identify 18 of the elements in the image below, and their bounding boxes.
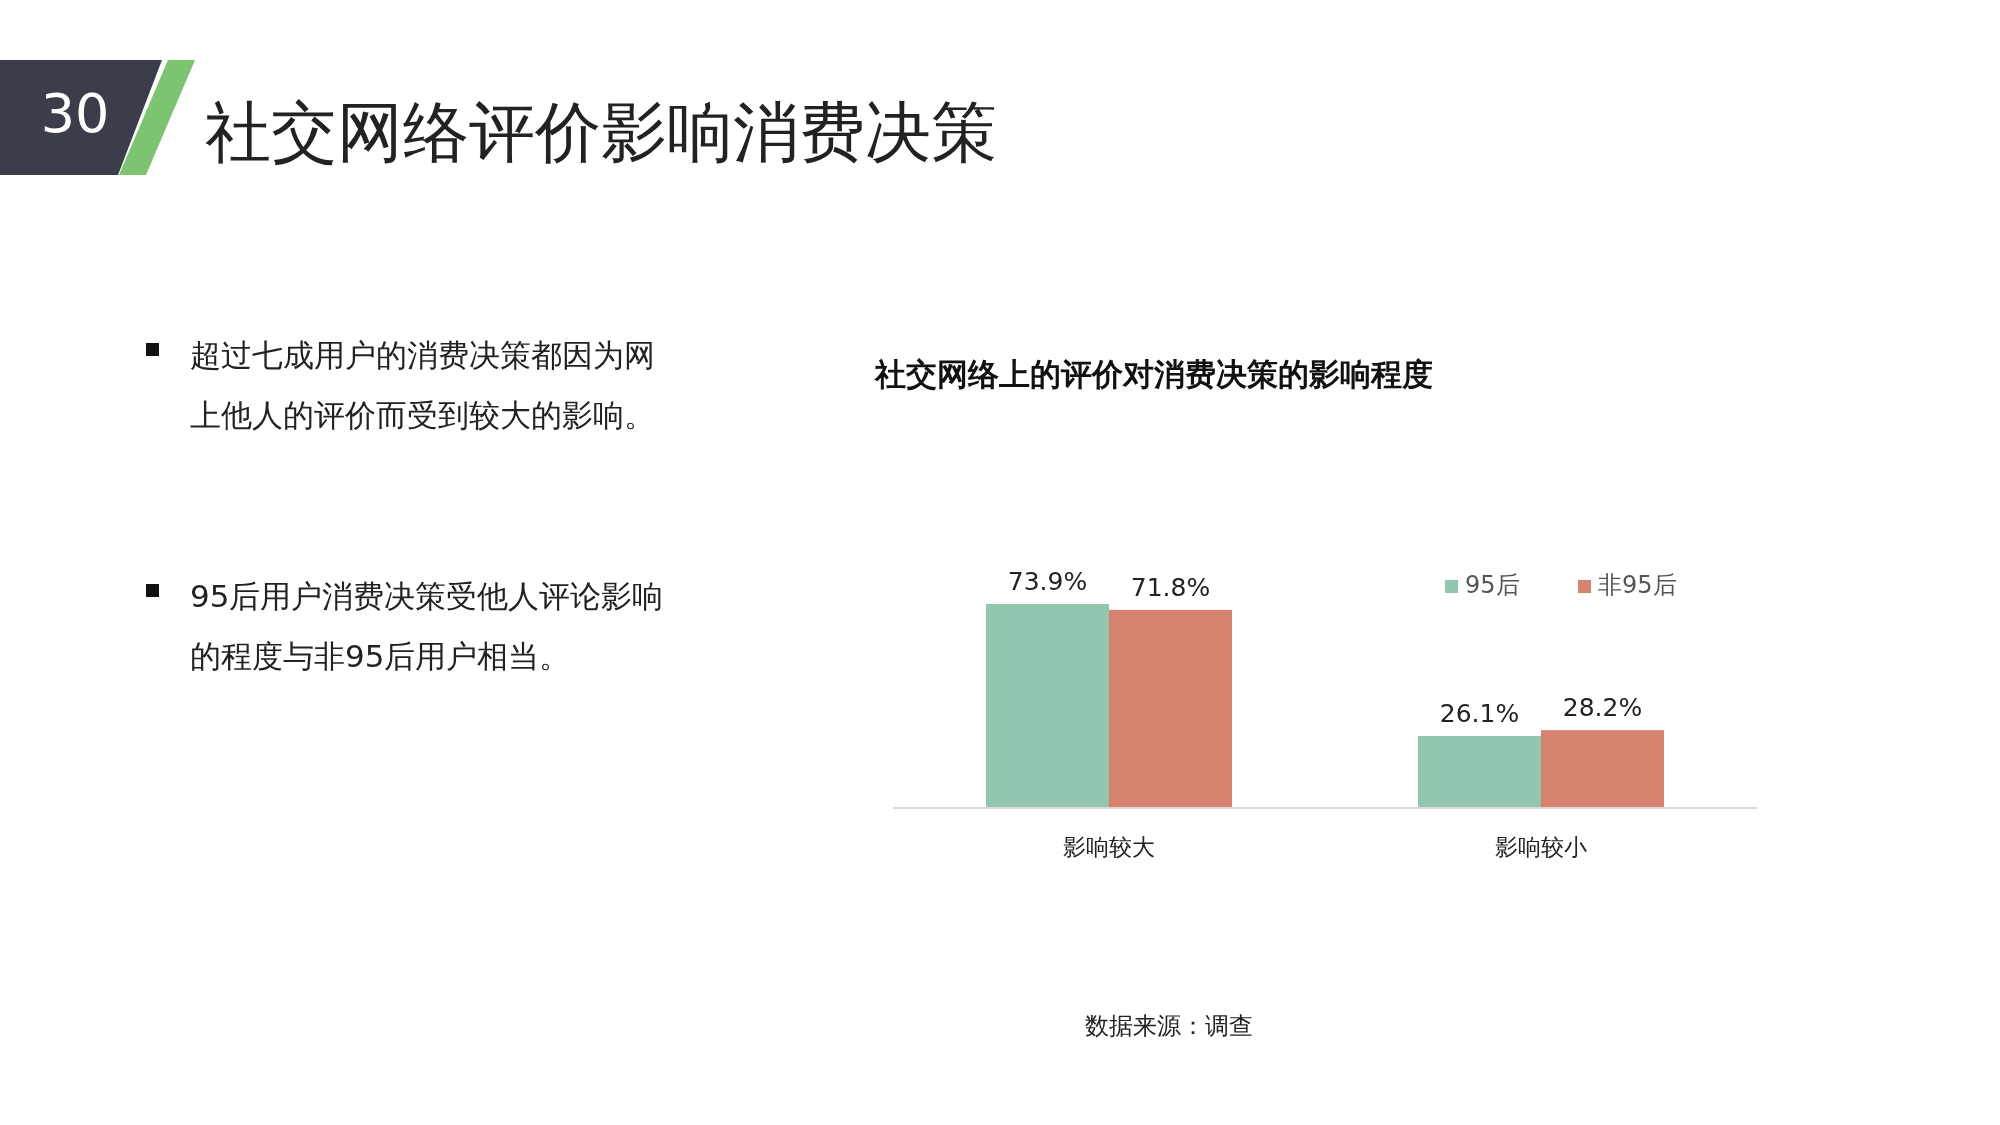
bar bbox=[1109, 609, 1232, 808]
text: 30 bbox=[39, 82, 111, 145]
text: 社交网络评价影响消费决策 bbox=[205, 93, 997, 173]
data-label: 73.9% bbox=[1007, 567, 1088, 597]
data-label: 26.1% bbox=[1439, 698, 1520, 728]
bar bbox=[1418, 735, 1541, 808]
chart-title: 社交网络上的评价对消费决策的影响程度 bbox=[874, 356, 1433, 392]
data-label: 28.2% bbox=[1562, 693, 1643, 723]
x-tick-label: 影响较大 bbox=[1063, 834, 1155, 860]
legend-label: 95后 bbox=[1465, 571, 1520, 599]
legend-label: 非95后 bbox=[1598, 571, 1677, 599]
x-tick-label: 影响较小 bbox=[1495, 834, 1587, 860]
bar bbox=[986, 604, 1109, 808]
data-label: 71.8% bbox=[1130, 572, 1211, 602]
source-note: 数据来源：调查 bbox=[1085, 1011, 1253, 1042]
text: 95后用户消费决策受他人评论影响的程度与非95后用户相当。 bbox=[190, 577, 665, 676]
text: 超过七成用户的消费决策都因为网上他人的评价而受到较大的影响。 bbox=[190, 336, 656, 435]
bar bbox=[1541, 730, 1664, 808]
